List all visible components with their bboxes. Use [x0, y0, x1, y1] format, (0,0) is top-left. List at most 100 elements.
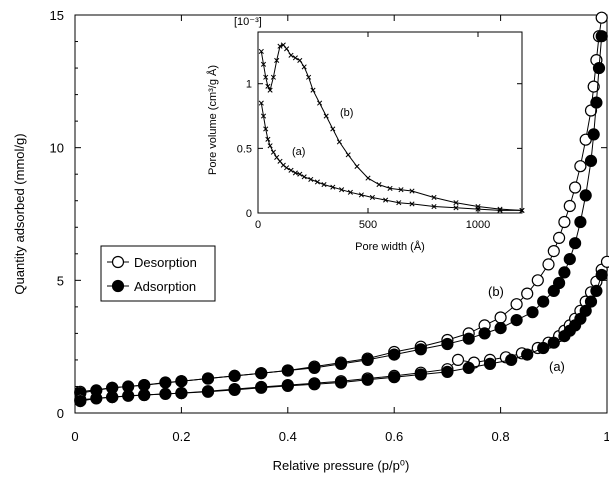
data-point — [175, 387, 188, 400]
inset-data-point — [270, 74, 276, 80]
data-point — [281, 364, 294, 377]
inset-data-point — [280, 162, 286, 168]
main-series-group — [74, 11, 609, 408]
inset-data-point — [297, 171, 303, 177]
inset-x-tick-label: 1000 — [466, 219, 490, 231]
inset-x-tick-label: 0 — [255, 219, 261, 231]
inset-multiplier-label: [10⁻³] — [234, 16, 262, 28]
inset-data-point — [345, 152, 351, 158]
data-point — [574, 215, 587, 229]
data-point — [308, 361, 321, 374]
data-point — [587, 128, 600, 141]
data-point — [568, 237, 582, 250]
inset-data-point — [284, 165, 290, 171]
data-point — [595, 11, 608, 24]
inset-data-point — [314, 179, 320, 185]
data-point — [552, 231, 566, 244]
inset-x-tick-label: 500 — [359, 219, 377, 231]
data-point — [526, 306, 539, 319]
legend-desorption-label: Desorption — [134, 255, 197, 270]
data-point — [478, 327, 491, 340]
inset-y-tick-label: 1 — [246, 79, 252, 91]
inset-data-point — [336, 139, 342, 145]
data-point — [106, 391, 119, 404]
data-point — [542, 258, 555, 271]
inset-data-point — [396, 200, 402, 206]
data-point — [414, 343, 427, 356]
data-point — [510, 298, 523, 311]
data-point — [138, 388, 151, 402]
y-tick-label: 0 — [57, 406, 64, 421]
data-point — [547, 336, 560, 349]
inset-data-point — [306, 74, 312, 80]
data-point — [361, 373, 374, 386]
inset-series-a — [258, 100, 525, 213]
inset-series-group — [258, 42, 525, 213]
data-point — [579, 189, 592, 202]
inset-x-axis-label: Pore width (Å) — [355, 240, 425, 253]
data-point — [441, 365, 454, 378]
y-tick-label: 10 — [50, 141, 64, 156]
data-point — [388, 348, 401, 361]
inset-data-point — [431, 203, 437, 210]
inset-data-point — [369, 194, 375, 201]
inset-data-point — [376, 182, 382, 188]
data-point — [531, 274, 544, 287]
x-tick-label: 0.4 — [279, 429, 297, 444]
inset-data-point — [274, 57, 280, 63]
inset-data-point — [292, 55, 298, 61]
data-point — [595, 268, 608, 282]
data-point — [595, 30, 608, 43]
inset-y-tick-label: 0.5 — [237, 143, 252, 155]
data-point — [334, 376, 348, 389]
data-point — [90, 392, 103, 405]
data-point — [361, 353, 374, 366]
data-point — [308, 378, 321, 391]
inset-data-point — [347, 189, 353, 195]
data-point — [584, 154, 598, 167]
inset-data-point — [263, 74, 269, 80]
y-tick-label: 5 — [57, 273, 64, 288]
y-tick-label: 15 — [50, 8, 64, 23]
inset-data-point — [339, 187, 345, 193]
legend-desorption-marker — [111, 255, 125, 269]
inset-data-point — [431, 194, 437, 201]
inset-data-point — [409, 188, 415, 194]
data-point — [568, 181, 582, 194]
x-tick-label: 0 — [71, 429, 78, 444]
data-point — [414, 368, 427, 381]
data-point — [521, 348, 534, 361]
inset-data-point — [365, 175, 371, 181]
inset-data-point — [301, 174, 307, 180]
legend-adsorption-marker — [111, 279, 125, 293]
data-point — [388, 371, 401, 384]
inset-plot-frame — [257, 31, 523, 214]
x-tick-label: 0.8 — [492, 429, 510, 444]
inset-data-point — [292, 170, 298, 176]
inset-data-point — [323, 113, 329, 119]
inset-data-point — [354, 163, 360, 170]
data-point — [558, 215, 571, 229]
data-point — [74, 395, 87, 408]
inset-series-b — [258, 42, 525, 213]
data-point — [552, 276, 566, 290]
data-point — [483, 357, 497, 370]
x-tick-label: 0.2 — [172, 429, 190, 444]
inset-data-point — [260, 113, 267, 119]
inset-data-point — [358, 192, 364, 198]
data-point — [201, 372, 215, 385]
inset-data-point — [260, 61, 267, 67]
sample-b-tag: (b) — [488, 284, 504, 299]
inset-data-point — [497, 207, 503, 213]
sample-a-tag: (a) — [549, 359, 565, 374]
data-point — [600, 255, 609, 268]
inset-data-point — [330, 126, 336, 132]
x-axis-label: Relative pressure (p/p⁰) — [273, 458, 410, 473]
data-point — [584, 295, 598, 308]
inset-sample-a-tag: (a) — [292, 146, 305, 158]
inset-data-point — [297, 57, 303, 63]
inset-data-point — [387, 185, 393, 191]
inset-data-point — [308, 176, 314, 182]
data-point — [592, 61, 606, 75]
